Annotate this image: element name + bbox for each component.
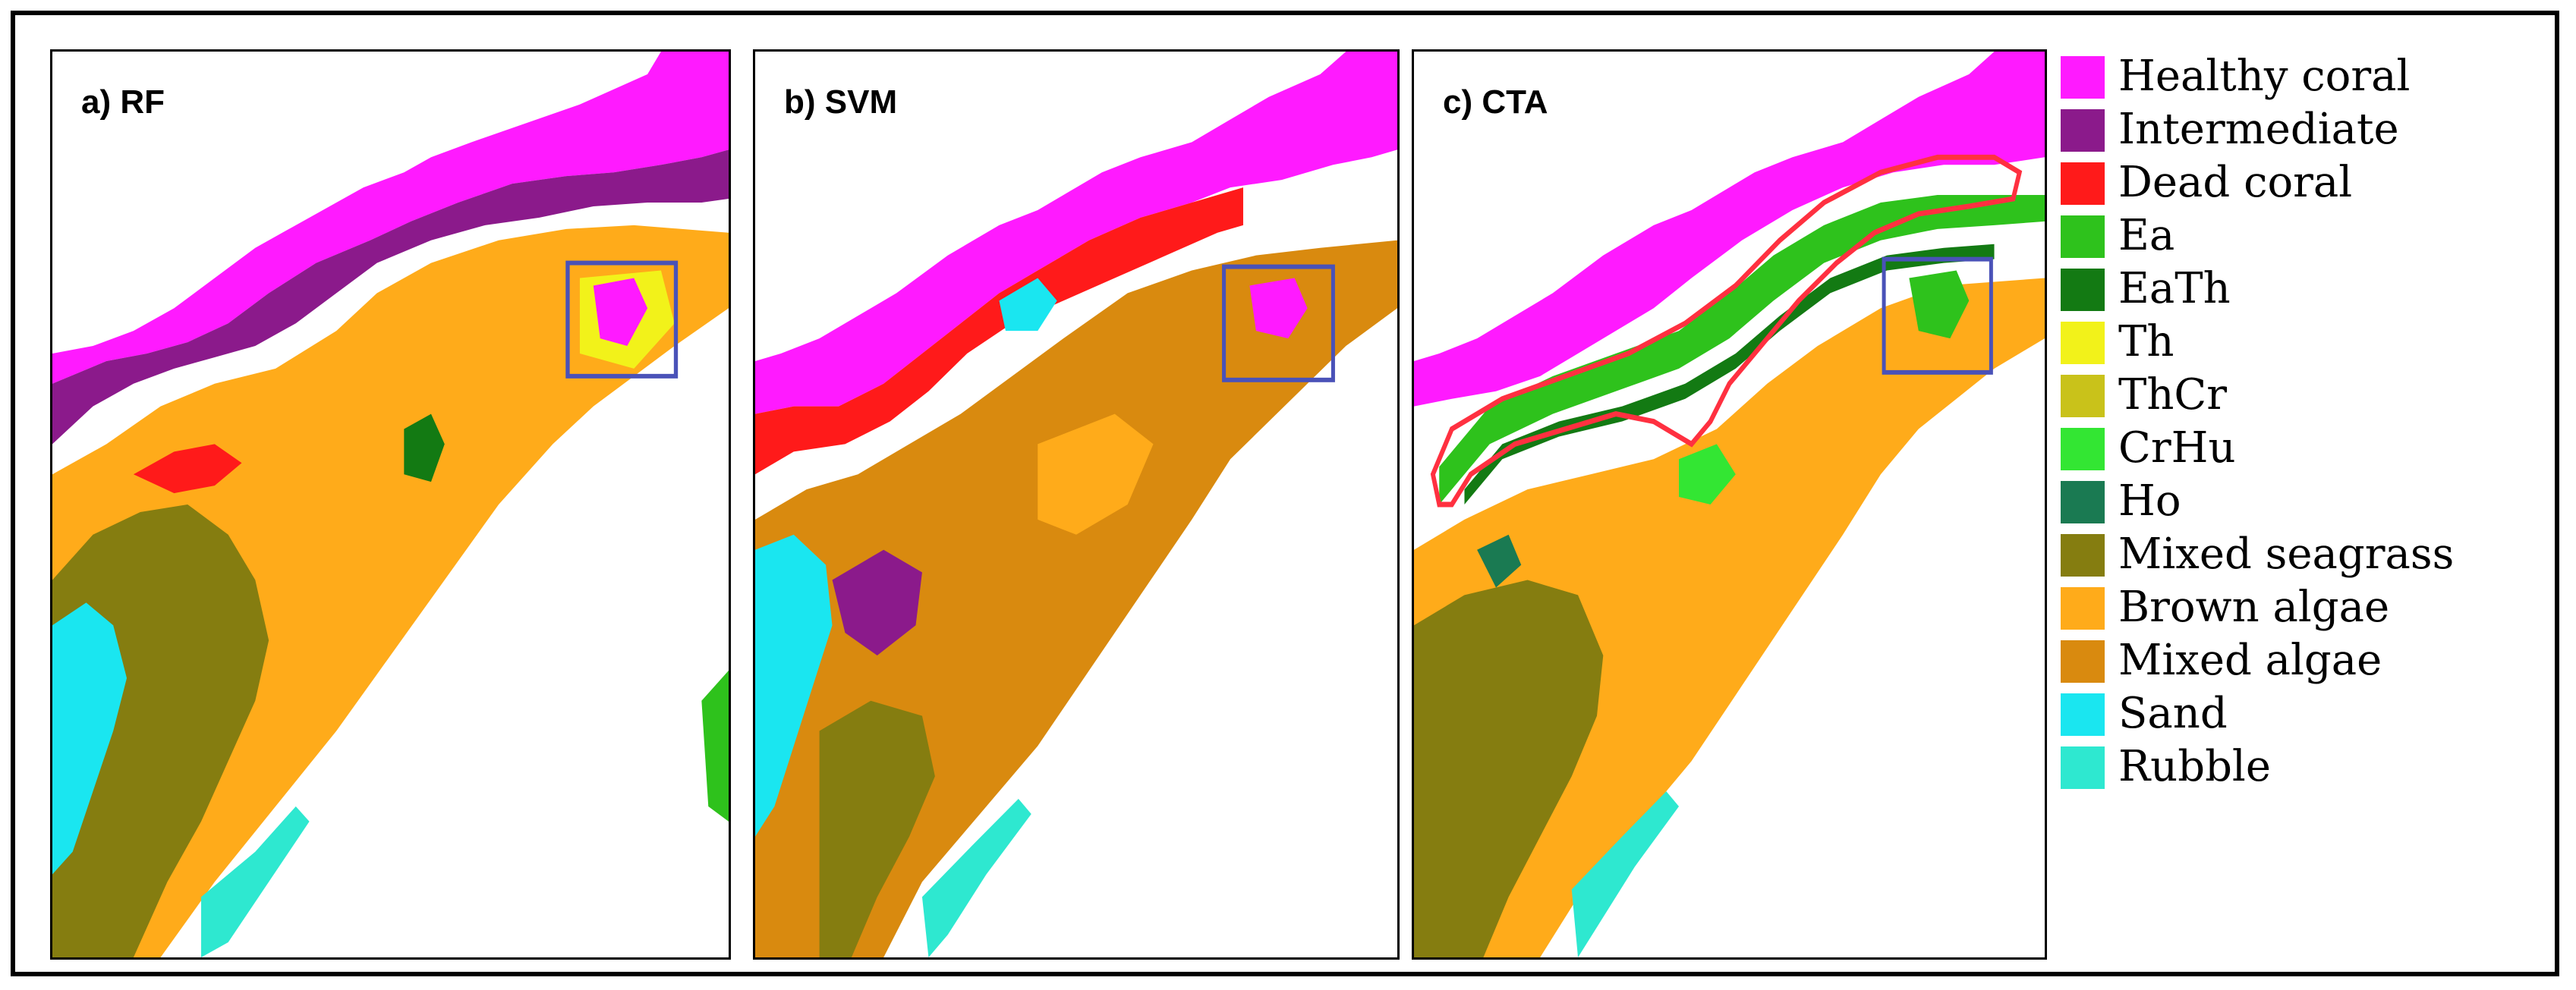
inset-highlight-box: [565, 260, 679, 379]
mixed-seagrass-zone: [1414, 580, 1604, 957]
mixed-seagrass-zone: [819, 700, 935, 957]
legend-swatch: [2061, 640, 2105, 683]
legend-item: Th: [2061, 317, 2562, 370]
legend-label: CrHu: [2118, 423, 2236, 473]
sand-zone: [52, 602, 128, 875]
ea-seagrass-patch: [404, 413, 445, 482]
cta-classification-map: [1414, 52, 2045, 957]
ea-edge-patch: [701, 670, 729, 822]
brown-algae-patch: [1038, 413, 1154, 535]
healthy-coral-zone: [52, 52, 729, 384]
legend-swatch: [2061, 746, 2105, 789]
legend-swatch: [2061, 215, 2105, 258]
figure-frame: a) RF b) SVM: [11, 11, 2559, 976]
legend-label: Intermediate: [2118, 105, 2399, 154]
legend-label: EaTh: [2118, 264, 2231, 313]
legend-swatch: [2061, 428, 2105, 470]
legend-item: Brown algae: [2061, 583, 2562, 636]
legend-label: Sand: [2118, 689, 2228, 738]
brown-algae-zone: [1414, 278, 2045, 957]
legend-item: CrHu: [2061, 423, 2562, 476]
legend-label: Rubble: [2118, 742, 2271, 791]
crhu-patch: [1679, 444, 1736, 504]
healthy-coral-zone: [755, 52, 1397, 414]
legend-label: Ea: [2118, 211, 2175, 260]
legend-label: Mixed algae: [2118, 636, 2382, 685]
legend: Healthy coral Intermediate Dead coral Ea EaT…: [2061, 52, 2562, 795]
intermediate-patch: [832, 549, 922, 655]
legend-item: ThCr: [2061, 370, 2562, 423]
legend-label: Th: [2118, 317, 2174, 366]
legend-swatch: [2061, 587, 2105, 630]
rubble-edge: [921, 799, 1031, 957]
legend-label: Dead coral: [2118, 158, 2353, 207]
inset-ea-patch: [1909, 270, 1970, 339]
legend-swatch: [2061, 481, 2105, 523]
dead-coral-patches: [133, 444, 242, 494]
inset-healthy-coral: [1249, 278, 1308, 339]
panel-cta-map: c) CTA: [1412, 49, 2047, 960]
rubble-edge: [201, 806, 310, 957]
legend-item: EaTh: [2061, 264, 2562, 317]
legend-item: Healthy coral: [2061, 52, 2562, 105]
panel-svm-map: b) SVM: [753, 49, 1400, 960]
legend-item: Rubble: [2061, 742, 2562, 795]
inset-highlight-box: [1222, 264, 1335, 382]
mixed-seagrass-zone: [52, 504, 269, 957]
panel-label: a) RF: [81, 83, 165, 121]
svm-classification-map: [755, 52, 1397, 957]
legend-label: Brown algae: [2118, 583, 2390, 632]
legend-swatch: [2061, 375, 2105, 417]
legend-item: Intermediate: [2061, 105, 2562, 158]
legend-item: Ea: [2061, 211, 2562, 264]
legend-swatch: [2061, 269, 2105, 311]
legend-swatch: [2061, 693, 2105, 736]
legend-swatch: [2061, 109, 2105, 152]
legend-item: Mixed algae: [2061, 636, 2562, 689]
legend-item: Sand: [2061, 689, 2562, 742]
legend-label: Healthy coral: [2118, 52, 2411, 101]
legend-swatch: [2061, 322, 2105, 364]
healthy-coral-zone: [1414, 52, 2045, 407]
panel-label: b) SVM: [784, 83, 898, 121]
dead-coral-band: [755, 187, 1243, 475]
sand-upper-patch: [999, 278, 1057, 332]
red-outline-reef-crest: [1430, 154, 2023, 508]
rubble-edge: [1571, 791, 1680, 957]
legend-item: Ho: [2061, 476, 2562, 530]
sand-zone: [755, 534, 833, 837]
rf-classification-map: [52, 52, 729, 957]
inset-healthy-coral: [593, 278, 648, 347]
intermediate-band: [52, 149, 729, 445]
legend-label: Mixed seagrass: [2118, 530, 2455, 579]
legend-swatch: [2061, 56, 2105, 99]
legend-swatch: [2061, 162, 2105, 205]
legend-swatch: [2061, 534, 2105, 577]
legend-item: Mixed seagrass: [2061, 530, 2562, 583]
panel-label: c) CTA: [1443, 83, 1548, 121]
legend-item: Dead coral: [2061, 158, 2562, 211]
panel-rf-map: a) RF: [50, 49, 731, 960]
inset-highlight-box: [1882, 256, 1993, 375]
ho-patch: [1477, 534, 1522, 588]
legend-label: Ho: [2118, 476, 2181, 526]
legend-label: ThCr: [2118, 370, 2228, 420]
